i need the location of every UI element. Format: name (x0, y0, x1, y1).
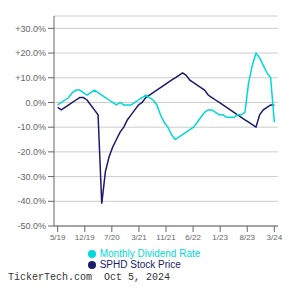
html-text:Monthly Dividend Rate: Monthly Dividend Rate (99, 248, 201, 259)
svg-text:8/23: 8/23 (239, 233, 255, 242)
svg-text:-50.0%: -50.0% (17, 221, 46, 231)
svg-text:6/22: 6/22 (185, 233, 201, 242)
svg-text:+30.0%: +30.0% (15, 24, 46, 34)
svg-text:-20.0%: -20.0% (17, 147, 46, 157)
svg-text:7/20: 7/20 (104, 233, 120, 242)
svg-text:0.0%: 0.0% (25, 98, 46, 108)
svg-text:3/24: 3/24 (267, 233, 283, 242)
svg-text:1/23: 1/23 (212, 233, 228, 242)
svg-text:-40.0%: -40.0% (17, 196, 46, 206)
svg-text:12/19: 12/19 (75, 233, 96, 242)
svg-text:3/21: 3/21 (131, 233, 147, 242)
svg-text:+10.0%: +10.0% (15, 73, 46, 83)
svg-text:11/21: 11/21 (156, 233, 176, 242)
html-text:TickerTech.com Oct 5, 2024: TickerTech.com Oct 5, 2024 (8, 272, 170, 283)
svg-text:-10.0%: -10.0% (17, 122, 46, 132)
svg-text:-30.0%: -30.0% (17, 172, 46, 182)
svg-text:5/19: 5/19 (50, 233, 66, 242)
svg-text:+20.0%: +20.0% (15, 48, 46, 58)
html-text:SPHD Stock Price: SPHD Stock Price (99, 259, 181, 270)
